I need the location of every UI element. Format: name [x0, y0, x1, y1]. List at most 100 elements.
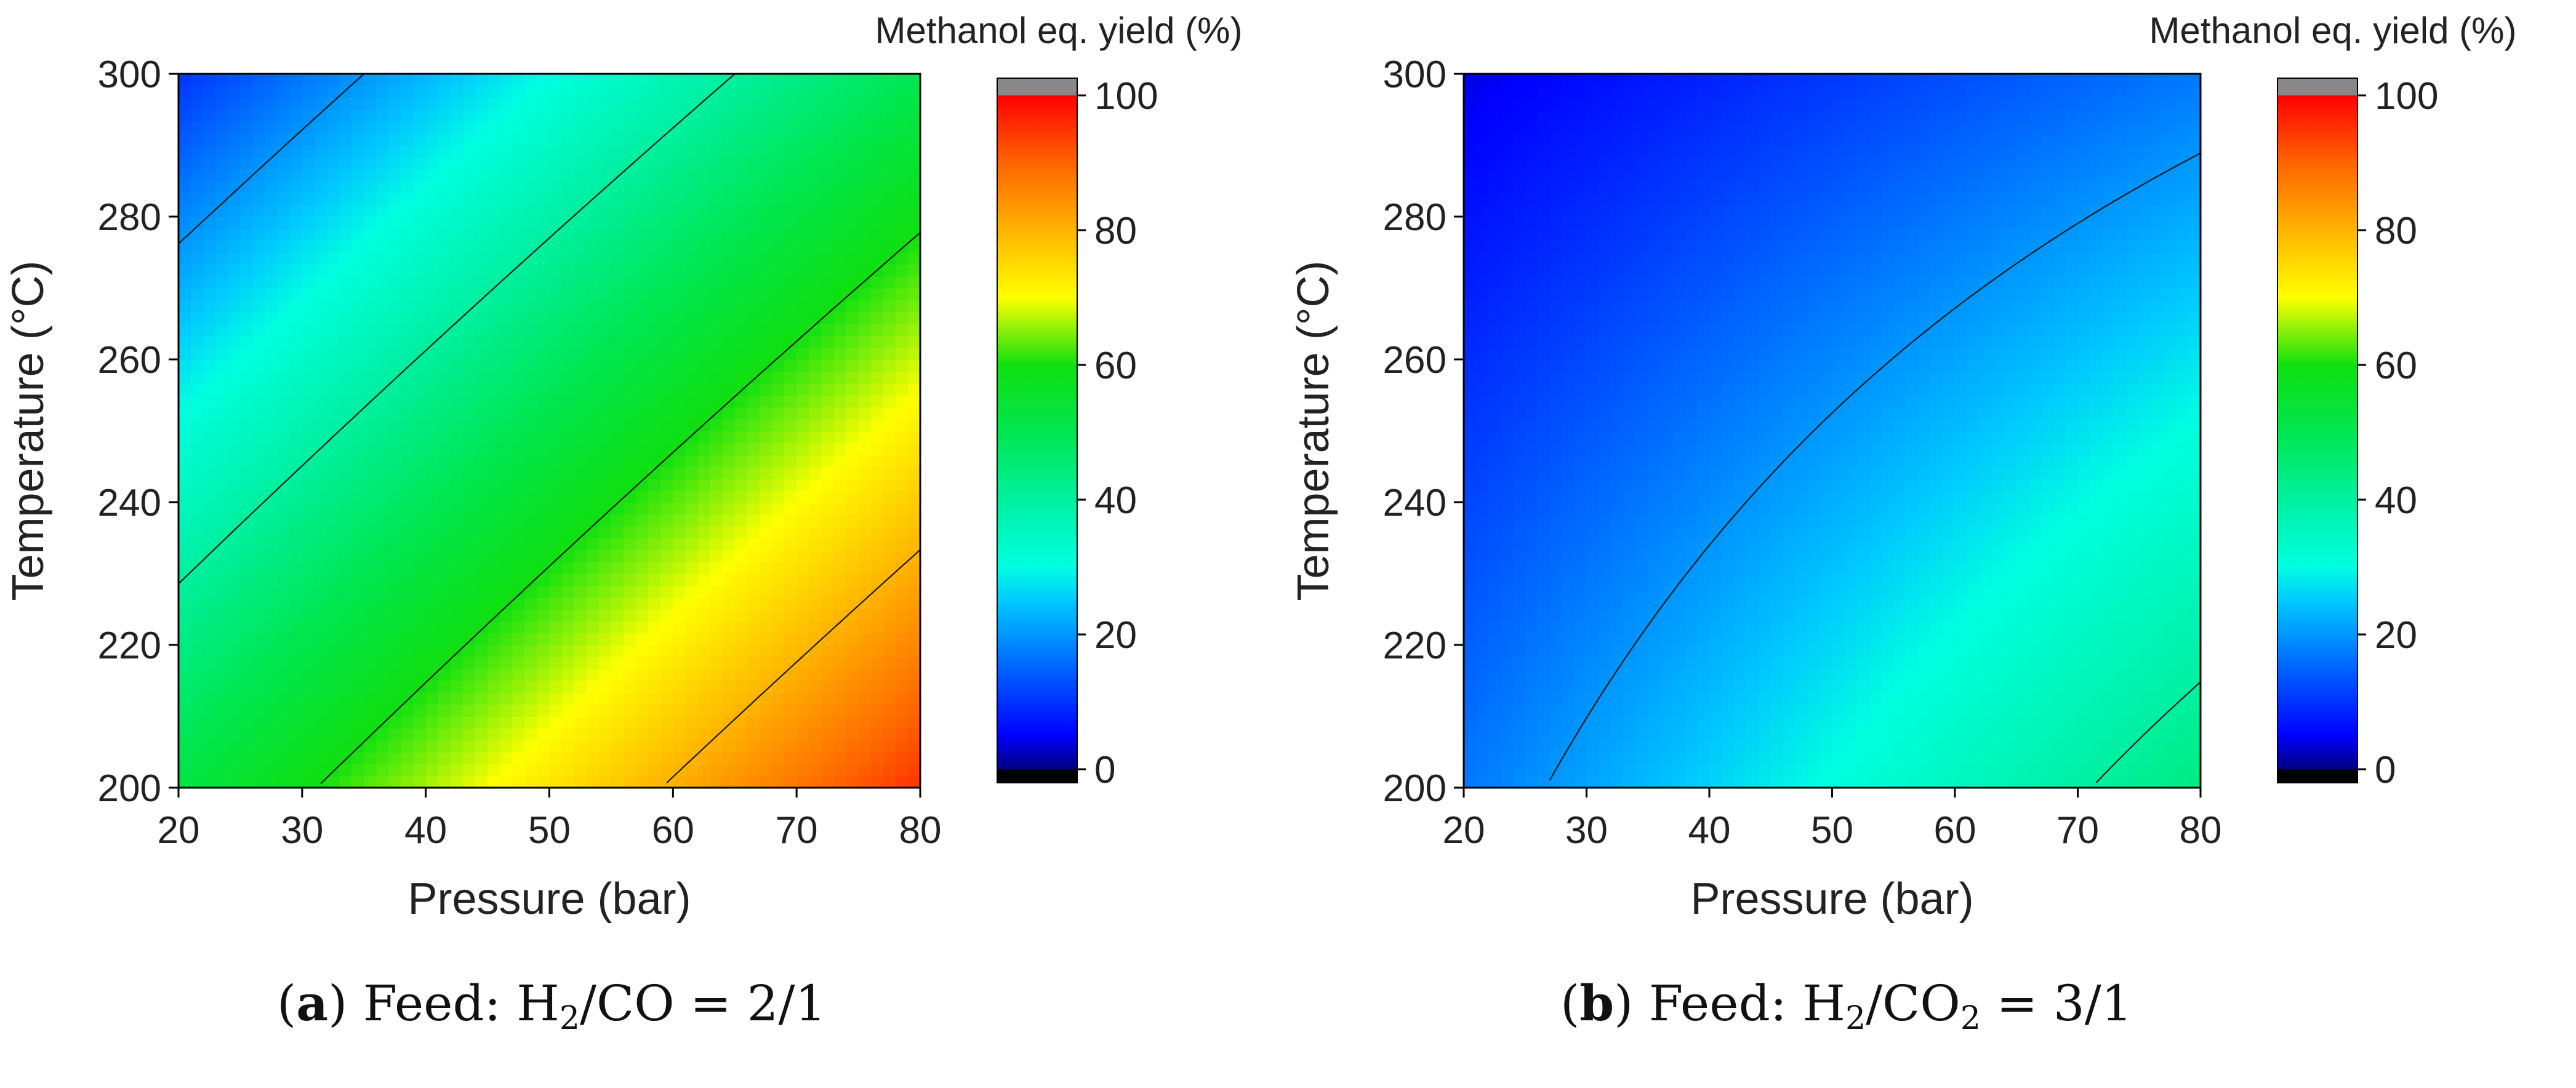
heatmap-cell	[524, 657, 538, 670]
heatmap-cell	[809, 514, 822, 527]
heatmap-cell	[734, 228, 748, 241]
heatmap-cell	[747, 288, 760, 301]
heatmap-cell	[685, 633, 699, 646]
heatmap-cell	[611, 574, 624, 586]
heatmap-cell	[364, 585, 377, 598]
heatmap-cell	[1586, 228, 1600, 241]
heatmap-cell	[1537, 716, 1551, 729]
heatmap-cell	[203, 276, 217, 289]
heatmap-cell	[265, 740, 278, 753]
heatmap-cell	[1475, 347, 1489, 360]
heatmap-cell	[1586, 502, 1600, 515]
heatmap-cell	[1599, 645, 1612, 658]
heatmap-cell	[265, 97, 278, 110]
heatmap-cell	[314, 514, 327, 527]
heatmap-cell	[1475, 74, 1489, 87]
heatmap-cell	[747, 264, 760, 277]
heatmap-cell	[1562, 252, 1575, 265]
heatmap-cell	[648, 169, 662, 182]
heatmap-cell	[734, 324, 748, 337]
heatmap-cell	[1648, 478, 1661, 491]
heatmap-cell	[747, 490, 760, 503]
heatmap-cell	[351, 311, 365, 324]
heatmap-cell	[1709, 585, 1722, 598]
heatmap-cell	[685, 228, 699, 241]
heatmap-cell	[462, 657, 476, 670]
heatmap-cell	[524, 692, 538, 705]
heatmap-cell	[1721, 526, 1735, 538]
heatmap-cell	[870, 752, 884, 765]
heatmap-cell	[1611, 133, 1624, 146]
heatmap-cell	[697, 86, 711, 98]
heatmap-cell	[648, 692, 662, 705]
heatmap-cell	[1648, 550, 1661, 562]
heatmap-cell	[549, 335, 563, 348]
heatmap-cell	[784, 311, 797, 324]
heatmap-cell	[883, 764, 896, 777]
heatmap-cell	[907, 561, 921, 574]
heatmap-cell	[203, 466, 217, 479]
heatmap-cell	[759, 585, 772, 598]
heatmap-cell	[438, 538, 451, 551]
heatmap-cell	[388, 204, 402, 217]
heatmap-cell	[574, 442, 587, 455]
heatmap-cell	[351, 169, 365, 182]
heatmap-cell	[722, 621, 736, 634]
heatmap-cell	[351, 454, 365, 467]
heatmap-cell	[1685, 240, 1698, 253]
heatmap-cell	[907, 775, 921, 788]
heatmap-cell	[1721, 240, 1735, 253]
heatmap-cell	[883, 692, 896, 705]
heatmap-cell	[673, 311, 686, 324]
heatmap-cell	[895, 502, 909, 515]
heatmap-cell	[1525, 418, 1538, 431]
heatmap-cell	[870, 371, 884, 384]
heatmap-cell	[524, 97, 538, 110]
heatmap-cell	[1525, 633, 1538, 646]
heatmap-cell	[648, 681, 662, 694]
heatmap-cell	[624, 181, 636, 194]
heatmap-cell	[809, 454, 822, 467]
heatmap-cell	[1464, 728, 1477, 741]
heatmap-cell	[1586, 204, 1600, 217]
heatmap-cell	[759, 74, 772, 87]
heatmap-cell	[660, 466, 674, 479]
heatmap-cell	[364, 561, 377, 574]
heatmap-cell	[1475, 145, 1489, 158]
heatmap-cell	[228, 502, 241, 515]
heatmap-cell	[772, 645, 785, 658]
heatmap-cell	[821, 157, 835, 170]
heatmap-cell	[475, 157, 488, 170]
heatmap-cell	[252, 157, 266, 170]
heatmap-field	[1464, 74, 2201, 788]
heatmap-cell	[1537, 264, 1551, 277]
heatmap-cell	[883, 395, 896, 408]
heatmap-cell	[561, 657, 575, 670]
heatmap-cell	[1660, 431, 1673, 444]
heatmap-cell	[1525, 264, 1538, 277]
heatmap-cell	[401, 74, 414, 87]
heatmap-cell	[240, 561, 254, 574]
heatmap-cell	[636, 668, 649, 681]
heatmap-cell	[697, 228, 711, 241]
heatmap-cell	[524, 526, 538, 538]
heatmap-cell	[1648, 514, 1661, 527]
heatmap-cell	[858, 609, 872, 622]
heatmap-cell	[289, 110, 303, 122]
heatmap-cell	[314, 311, 327, 324]
heatmap-cell	[611, 169, 624, 182]
heatmap-cell	[1660, 240, 1673, 253]
heatmap-cell	[611, 74, 624, 87]
heatmap-cell	[895, 442, 909, 455]
heatmap-cell	[710, 383, 723, 396]
heatmap-cell	[500, 169, 513, 182]
heatmap-cell	[772, 276, 785, 289]
heatmap-cell	[759, 264, 772, 277]
heatmap-cell	[1721, 395, 1735, 408]
heatmap-cell	[858, 311, 872, 324]
heatmap-cell	[215, 704, 229, 717]
heatmap-cell	[488, 561, 500, 574]
heatmap-cell	[907, 609, 921, 622]
heatmap-cell	[907, 454, 921, 467]
heatmap-cell	[1525, 704, 1538, 717]
